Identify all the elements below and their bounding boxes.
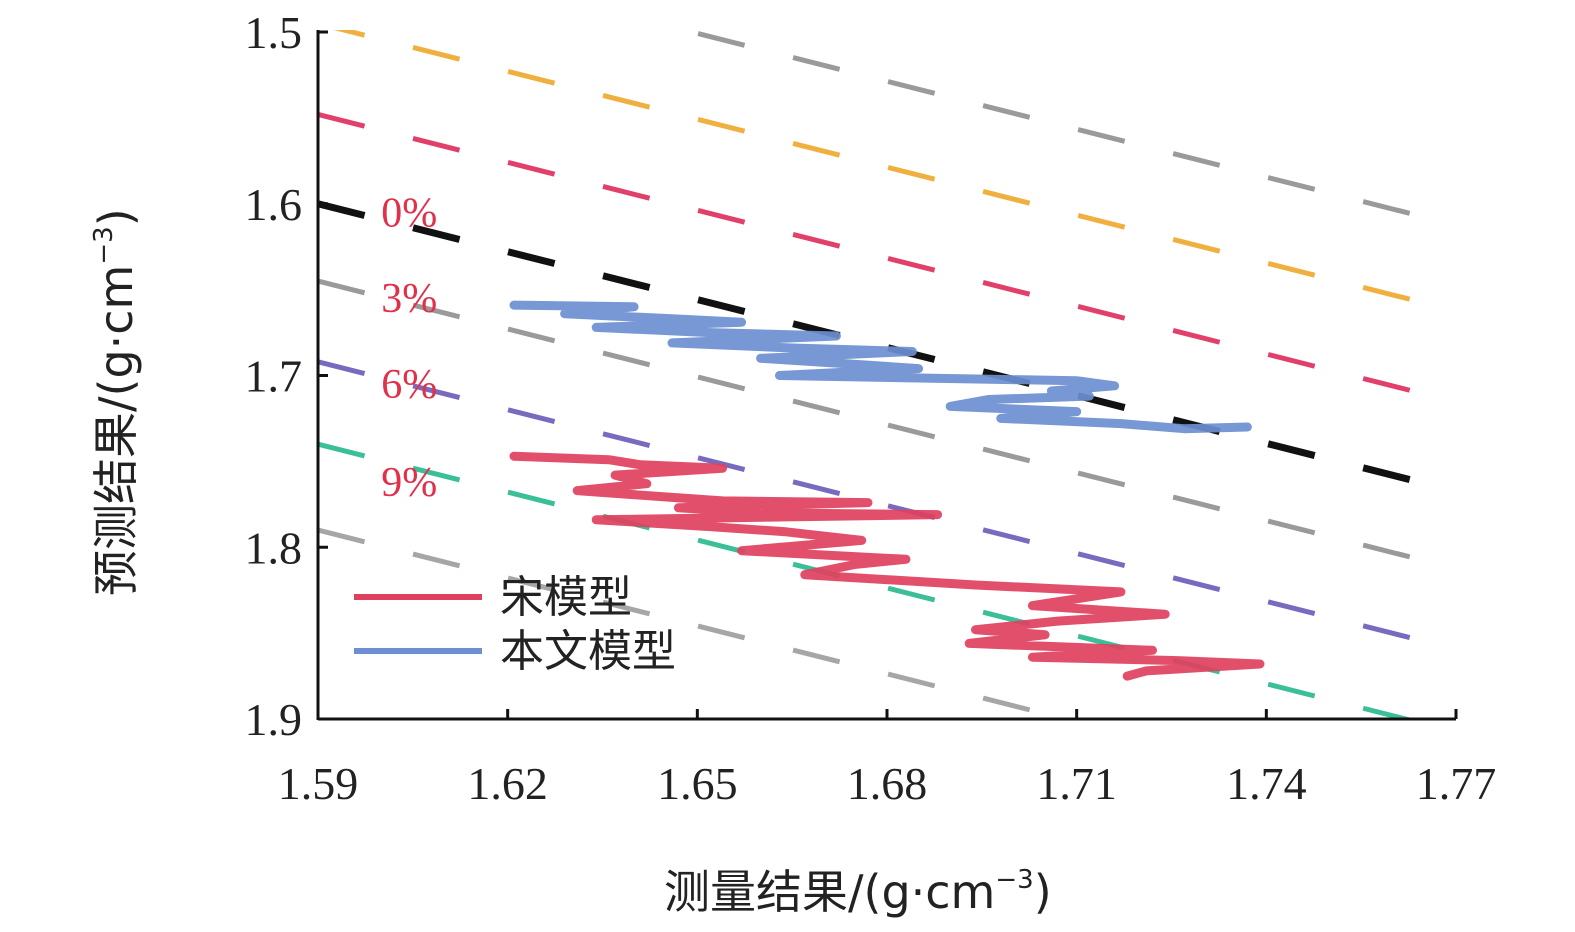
y-tick-label: 1.8: [245, 522, 303, 573]
reference-line: [318, 278, 1456, 571]
series-lines: [509, 300, 1265, 681]
reference-percent-label: 0%: [381, 190, 437, 236]
x-tick-label: 1.77: [1416, 758, 1497, 809]
y-tick-label: 1.6: [245, 179, 303, 230]
reference-line: [333, 30, 1456, 314]
x-axis-title: 测量结果/(g·cm−3): [664, 865, 1052, 919]
reference-percent-label: 9%: [381, 460, 437, 506]
reference-lines: [318, 30, 1456, 719]
legend-label-this-model: 本文模型: [500, 626, 676, 677]
reference-labels: 0% 3% 6% 9%: [381, 190, 437, 506]
x-tick-label: 1.62: [467, 758, 548, 809]
x-axis-ticks: 1.59 1.62 1.65 1.68 1.71 1.74 1.77: [278, 709, 1497, 809]
x-tick-label: 1.68: [847, 758, 928, 809]
y-tick-label: 1.7: [245, 351, 303, 402]
reference-line: [318, 112, 1456, 405]
series-line-this-model: [509, 300, 1252, 434]
x-tick-label: 1.59: [278, 758, 359, 809]
x-tick-label: 1.65: [657, 758, 738, 809]
legend-label-song-model: 宋模型: [500, 572, 632, 623]
y-axis-title: 预测结果/(g·cm−3): [89, 208, 143, 596]
reference-line: [318, 359, 1456, 652]
y-axis-ticks: 1.5 1.6 1.7 1.8 1.9: [245, 7, 328, 745]
reference-line: [673, 30, 1456, 228]
x-tick-label: 1.71: [1036, 758, 1117, 809]
legend: 宋模型 本文模型: [354, 572, 676, 677]
reference-percent-label: 3%: [381, 276, 437, 322]
y-tick-label: 1.5: [245, 7, 303, 58]
x-tick-label: 1.74: [1226, 758, 1307, 809]
reference-line: [318, 441, 1416, 719]
series-line-song-model: [509, 451, 1265, 681]
y-tick-label: 1.9: [245, 694, 303, 745]
reference-percent-label: 6%: [381, 362, 437, 408]
